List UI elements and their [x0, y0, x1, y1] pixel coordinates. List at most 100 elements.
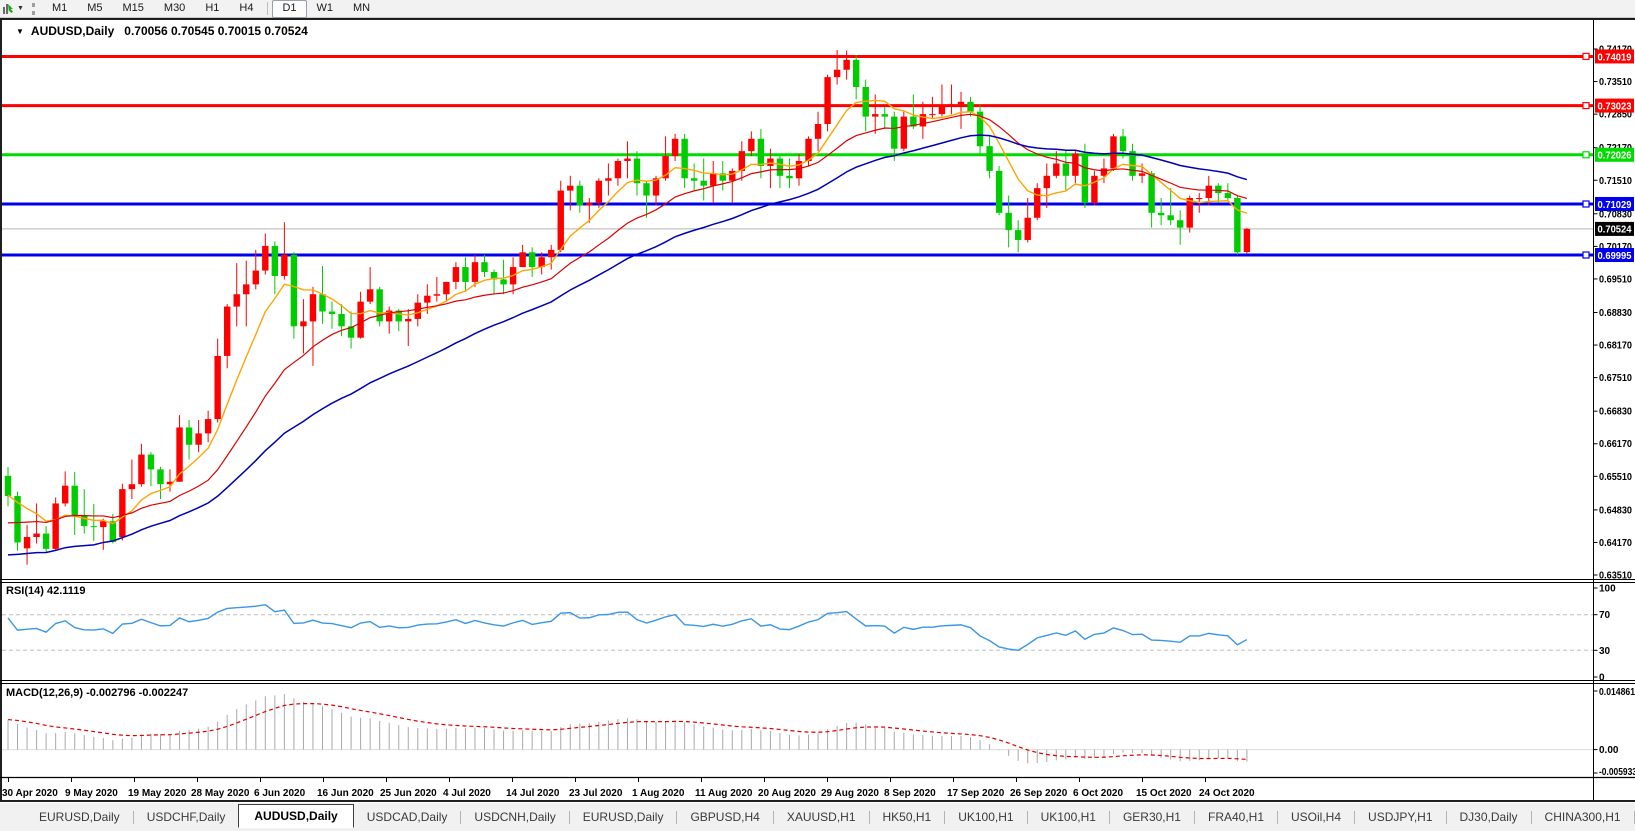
svg-text:4 Jul 2020: 4 Jul 2020 — [443, 788, 491, 799]
svg-text:0.64170: 0.64170 — [1599, 538, 1632, 549]
timeframe-button-m15[interactable]: M15 — [122, 1, 144, 14]
svg-text:0.66830: 0.66830 — [1599, 407, 1632, 418]
tab-separator — [132, 810, 134, 824]
tab-usdjpy-h1[interactable]: USDJPY,H1 — [1368, 810, 1433, 824]
timeframe-button-h1[interactable]: H1 — [205, 1, 220, 14]
tab-usdcnh-daily[interactable]: USDCNH,Daily — [474, 810, 556, 824]
tab-usoil-h4[interactable]: USOil,H4 — [1291, 810, 1342, 824]
svg-text:29 Aug 2020: 29 Aug 2020 — [821, 788, 879, 799]
tab-separator — [1108, 810, 1110, 824]
svg-text:0: 0 — [1599, 673, 1605, 684]
svg-text:0.70524: 0.70524 — [1598, 225, 1632, 236]
svg-text:0.73023: 0.73023 — [1598, 101, 1632, 112]
tab-usdcad-daily[interactable]: USDCAD,Daily — [366, 810, 448, 824]
tab-china300-h1[interactable]: CHINA300,H1 — [1544, 810, 1621, 824]
macd-pane — [2, 694, 1593, 764]
svg-text:0.66170: 0.66170 — [1599, 439, 1632, 450]
tab-eurusd-daily[interactable]: EURUSD,Daily — [582, 810, 664, 824]
svg-text:11 Aug 2020: 11 Aug 2020 — [695, 788, 753, 799]
chevron-down-icon[interactable]: ▼ — [17, 5, 24, 12]
tab-ger30-h1[interactable]: GER30,H1 — [1122, 810, 1181, 824]
svg-text:0.68830: 0.68830 — [1599, 308, 1632, 319]
timeframe-button-m1[interactable]: M1 — [51, 1, 68, 14]
toolbar-separator — [267, 2, 269, 15]
svg-text:-0.005933: -0.005933 — [1599, 767, 1635, 778]
tab-separator — [1445, 810, 1447, 824]
symbol-tab-bar: EURUSD,Daily USDCHF,Daily AUDUSD,Daily USDC… — [0, 803, 1635, 831]
svg-text:0.70170: 0.70170 — [1599, 242, 1632, 253]
tab-fra40-h1[interactable]: FRA40,H1 — [1207, 810, 1265, 824]
svg-text:6 Oct 2020: 6 Oct 2020 — [1073, 788, 1123, 799]
timeframe-button-h4[interactable]: H4 — [239, 1, 254, 14]
svg-text:0.74019: 0.74019 — [1598, 52, 1632, 63]
chart-symbol-label: AUDUSD,Daily — [30, 24, 115, 38]
svg-text:0.68170: 0.68170 — [1599, 341, 1632, 352]
macd-indicator-label: MACD(12,26,9) -0.002796 -0.002247 — [6, 687, 189, 699]
tab-hk50-h1[interactable]: HK50,H1 — [882, 810, 932, 824]
svg-text:16 Jun 2020: 16 Jun 2020 — [317, 788, 374, 799]
tab-xauusd-h1[interactable]: XAUUSD,H1 — [786, 810, 856, 824]
timeframe-button-m30[interactable]: M30 — [163, 1, 186, 14]
svg-text:20 Aug 2020: 20 Aug 2020 — [758, 788, 816, 799]
svg-text:0.70830: 0.70830 — [1599, 209, 1632, 220]
chart-ohlc-readout: 0.70056 0.70545 0.70015 0.70524 — [124, 24, 308, 38]
svg-text:0.73510: 0.73510 — [1599, 77, 1632, 88]
svg-text:0.69995: 0.69995 — [1598, 251, 1632, 262]
tab-separator — [568, 810, 570, 824]
tab-separator — [676, 810, 678, 824]
tab-separator — [1633, 810, 1635, 824]
tab-separator — [1277, 810, 1279, 824]
svg-text:0.72026: 0.72026 — [1598, 151, 1632, 162]
svg-text:23 Jul 2020: 23 Jul 2020 — [569, 788, 623, 799]
symbol-marker-icon: ▼ — [16, 26, 24, 36]
timeframe-button-mn[interactable]: MN — [353, 1, 371, 14]
tab-separator — [1193, 810, 1195, 824]
tab-separator — [772, 810, 774, 824]
tab-separator — [1354, 810, 1356, 824]
svg-text:0.00: 0.00 — [1599, 745, 1619, 756]
svg-text:0.69510: 0.69510 — [1599, 274, 1632, 285]
rsi-pane — [2, 603, 1593, 651]
timeframe-button-w1[interactable]: W1 — [316, 1, 334, 14]
svg-text:70: 70 — [1599, 610, 1611, 621]
tab-dj30-daily[interactable]: DJ30,Daily — [1459, 810, 1518, 824]
svg-text:9 May 2020: 9 May 2020 — [65, 788, 118, 799]
timeframe-button-m5[interactable]: M5 — [87, 1, 103, 14]
svg-text:26 Sep 2020: 26 Sep 2020 — [1010, 788, 1068, 799]
svg-text:28 May 2020: 28 May 2020 — [191, 788, 250, 799]
svg-text:24 Oct 2020: 24 Oct 2020 — [1199, 788, 1255, 799]
tab-separator — [1530, 810, 1532, 824]
tab-gbpusd-h4[interactable]: GBPUSD,H4 — [690, 810, 760, 824]
tab-separator — [944, 810, 946, 824]
svg-text:0.67510: 0.67510 — [1599, 373, 1632, 384]
svg-text:0.72850: 0.72850 — [1599, 110, 1632, 121]
svg-text:100: 100 — [1599, 584, 1616, 595]
timeframe-buttons: M1 M5 M15 M30 H1 H4 D1 W1 MN — [42, 0, 380, 18]
svg-text:6 Jun 2020: 6 Jun 2020 — [254, 788, 306, 799]
toolbar-grip-handle[interactable] — [31, 2, 35, 15]
svg-text:14 Jul 2020: 14 Jul 2020 — [506, 788, 560, 799]
svg-text:0.65510: 0.65510 — [1599, 472, 1632, 483]
timeframe-button-d1[interactable]: D1 — [272, 0, 307, 18]
svg-text:25 Jun 2020: 25 Jun 2020 — [380, 788, 437, 799]
svg-text:19 May 2020: 19 May 2020 — [128, 788, 187, 799]
tab-separator — [460, 810, 462, 824]
tab-separator — [868, 810, 870, 824]
chart-tool-button[interactable]: ▼ — [2, 2, 28, 15]
svg-text:8 Sep 2020: 8 Sep 2020 — [884, 788, 936, 799]
chart-window: 0.741700.735100.728500.721700.715100.708… — [0, 18, 1635, 803]
tab-uk100-h1[interactable]: UK100,H1 — [1040, 810, 1096, 824]
chart-canvas[interactable]: 0.741700.735100.728500.721700.715100.708… — [0, 18, 1635, 803]
tab-audusd-daily[interactable]: AUDUSD,Daily — [238, 804, 354, 828]
svg-text:0.64830: 0.64830 — [1599, 505, 1632, 516]
chart-background — [0, 18, 1635, 803]
timeframe-toolbar: ▼ M1 M5 M15 M30 H1 H4 D1 W1 MN — [0, 0, 1635, 18]
svg-text:0.63510: 0.63510 — [1599, 571, 1632, 582]
tab-eurusd-daily[interactable]: EURUSD,Daily — [39, 810, 120, 824]
date-axis: 30 Apr 2020 9 May 2020 19 May 2020 28 May 2… — [2, 777, 1255, 799]
tab-usdchf-daily[interactable]: USDCHF,Daily — [146, 810, 226, 824]
tab-uk100-h1[interactable]: UK100,H1 — [958, 810, 1014, 824]
tab-separator — [1026, 810, 1028, 824]
svg-text:15 Oct 2020: 15 Oct 2020 — [1136, 788, 1192, 799]
